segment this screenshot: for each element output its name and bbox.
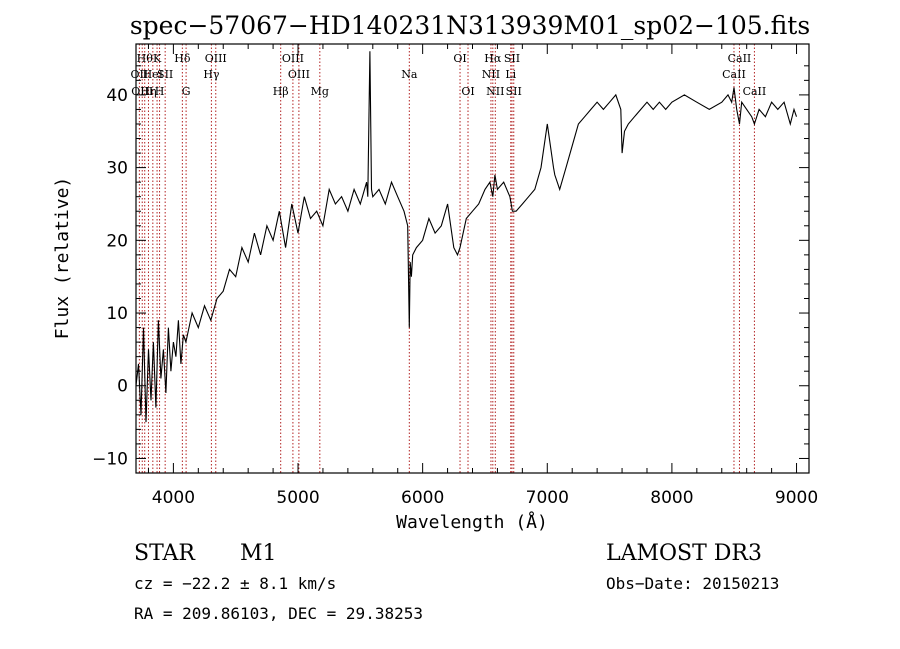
line-label: OIII	[205, 52, 227, 65]
observation-date: Obs−Date: 20150213	[606, 574, 779, 593]
line-label: Hγ	[203, 68, 220, 81]
line-label: Hθ	[137, 52, 154, 65]
redshift-cz: cz = −22.2 ± 8.1 km/s	[134, 574, 336, 593]
x-tick-label: 6000	[401, 488, 444, 508]
line-label: K	[153, 52, 162, 65]
line-label: OII	[131, 68, 149, 81]
y-tick-label: 10	[106, 304, 128, 324]
line-label: Hβ	[273, 85, 289, 98]
axis-ticks	[136, 44, 809, 473]
line-label: CaII	[722, 68, 746, 81]
y-tick-label: −10	[92, 449, 128, 469]
line-label: NII	[486, 85, 504, 98]
line-label: H	[155, 85, 165, 98]
line-label: Hα	[484, 52, 502, 65]
line-label: Mg	[311, 85, 329, 98]
line-label: SII	[506, 85, 522, 98]
line-label: SII	[504, 52, 520, 65]
flux-series-line	[135, 51, 798, 423]
line-label: CaII	[743, 85, 767, 98]
spectral-line-markers	[138, 44, 755, 473]
y-tick-label: 30	[106, 159, 128, 179]
line-label: Na	[401, 68, 418, 81]
line-label: OIII	[282, 52, 304, 65]
line-label: SII	[157, 68, 173, 81]
x-tick-label: 7000	[526, 488, 569, 508]
axis-tick-labels: 4000 5000 6000 7000 8000 9000 −10 0 10 20 30 40	[92, 86, 818, 508]
x-tick-label: 9000	[775, 488, 818, 508]
ra-dec-coordinates: RA = 209.86103, DEC = 29.38253	[134, 604, 423, 623]
x-tick-label: 4000	[152, 488, 195, 508]
x-tick-label: 5000	[276, 488, 319, 508]
x-axis-label: Wavelength (Å)	[396, 511, 548, 533]
y-tick-label: 40	[106, 86, 128, 106]
spectral-line-labels: OIIOIIIHθHηHeIKHSIIHδGHγOIIIHβOIIIOIIIMg…	[131, 52, 767, 98]
object-subclass: M1	[240, 541, 277, 566]
x-tick-label: 8000	[650, 488, 693, 508]
y-axis-label: Flux (relative)	[52, 177, 73, 340]
line-label: NII	[482, 68, 500, 81]
line-label: OI	[453, 52, 466, 65]
line-label: CaII	[728, 52, 752, 65]
line-label: HeI	[143, 68, 163, 81]
line-label: Hδ	[174, 52, 191, 65]
y-tick-label: 20	[106, 231, 128, 251]
y-tick-label: 0	[117, 377, 128, 397]
line-label: Li	[505, 68, 516, 81]
object-class: STAR	[134, 541, 196, 566]
line-label: G	[182, 85, 191, 98]
line-label: OI	[461, 85, 474, 98]
line-label: OIII	[288, 68, 310, 81]
chart-title: spec−57067−HD140231N313939M01_sp02−105.f…	[130, 11, 810, 40]
survey-name: LAMOST DR3	[606, 541, 762, 566]
